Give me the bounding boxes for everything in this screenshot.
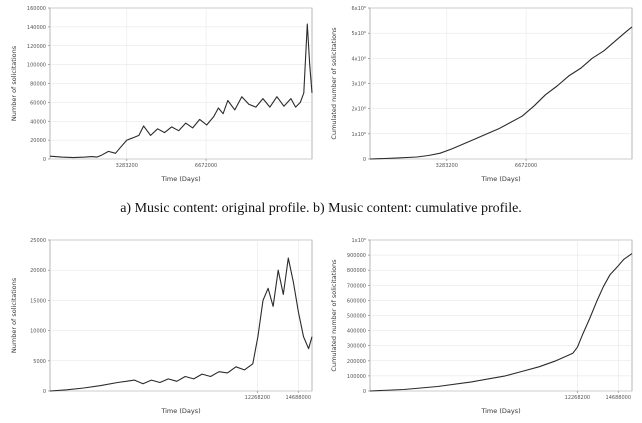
x-axis-label: Time (Days) (160, 407, 200, 415)
x-tick-label: 6672000 (195, 163, 217, 169)
y-tick-label: 5x10⁶ (351, 31, 366, 37)
chart-music-original: 0 20000 40000 60000 80000 100000 120000 140000 1… (8, 4, 318, 189)
y-tick-label: 80000 (30, 82, 46, 88)
chart-music-cumulative-svg: 0 1x10⁶ 2x10⁶ 3x10⁶ 4x10⁶ 5x10⁶ 6x10⁶ 3283200 66… (330, 6, 633, 183)
y-tick-label: 5000 (33, 359, 46, 365)
chart-music-original-svg: 0 20000 40000 60000 80000 100000 120000 140000 1… (10, 6, 313, 183)
y-tick-label: 100000 (347, 374, 366, 380)
x-tick-label: 6672000 (515, 163, 537, 169)
y-tick-label: 120000 (27, 44, 46, 50)
y-tick-label: 160000 (27, 6, 46, 12)
x-tick-label: 14688000 (606, 395, 631, 401)
chart-bottom-cumulative-svg: 0 100000 200000 300000 400000 500000 600000 700… (330, 238, 633, 415)
y-tick-label: 40000 (30, 119, 46, 125)
y-tick-label: 20000 (30, 268, 46, 274)
y-tick-label: 0 (43, 389, 46, 395)
x-axis-label: Time (Days) (480, 407, 520, 415)
x-axis-label: Time (Days) (160, 175, 200, 183)
x-axis-label: Time (Days) (480, 175, 520, 183)
y-tick-label: 600000 (347, 298, 366, 304)
series-line (369, 26, 633, 160)
y-tick-label: 800000 (347, 268, 366, 274)
y-tick-label: 0 (363, 157, 366, 163)
y-tick-label: 900000 (347, 253, 366, 259)
y-tick-label: 300000 (347, 344, 366, 350)
series-line (369, 253, 633, 392)
chart-bottom-original: 0 5000 10000 15000 20000 25000 12268200 1468800… (8, 236, 318, 421)
y-tick-label: 20000 (30, 138, 46, 144)
x-tick-label: 3283200 (436, 163, 458, 169)
series-line (49, 23, 313, 159)
y-tick-label: 0 (43, 157, 46, 163)
y-tick-label: 60000 (30, 100, 46, 106)
y-tick-label: 25000 (30, 238, 46, 244)
y-tick-label: 1x10⁶ (351, 132, 366, 138)
y-tick-label: 0 (363, 389, 366, 395)
chart-bottom-original-svg: 0 5000 10000 15000 20000 25000 12268200 1468800… (10, 238, 313, 415)
x-tick-label: 14688000 (286, 395, 311, 401)
y-axis-label: Number of solicitations (10, 277, 18, 353)
y-tick-label: 400000 (347, 329, 366, 335)
y-tick-label: 4x10⁶ (351, 56, 366, 62)
y-tick-label: 15000 (30, 298, 46, 304)
y-axis-label: Number of solicitations (10, 45, 18, 121)
figure-caption: a) Music content: original profile. b) M… (120, 201, 522, 216)
y-tick-label: 2x10⁶ (351, 107, 366, 113)
series-line (49, 257, 313, 392)
y-tick-label: 500000 (347, 314, 366, 320)
chart-music-cumulative: 0 1x10⁶ 2x10⁶ 3x10⁶ 4x10⁶ 5x10⁶ 6x10⁶ 3283200 66… (328, 4, 638, 189)
y-tick-label: 6x10⁶ (351, 6, 366, 12)
chart-bottom-cumulative: 0 100000 200000 300000 400000 500000 600000 700… (328, 236, 638, 421)
plot-frame (49, 239, 313, 392)
y-tick-label: 200000 (347, 359, 366, 365)
y-tick-label: 700000 (347, 283, 366, 289)
y-tick-label: 140000 (27, 25, 46, 31)
y-tick-label: 100000 (27, 63, 46, 69)
x-tick-label: 3283200 (116, 163, 138, 169)
y-tick-label: 10000 (30, 329, 46, 335)
y-axis-label: Cumulated number of solicitations (330, 259, 338, 372)
x-tick-label: 12268200 (245, 395, 270, 401)
y-tick-label: 3x10⁶ (351, 82, 366, 88)
x-tick-label: 12268200 (565, 395, 590, 401)
y-tick-label: 1x10⁶ (351, 238, 366, 244)
y-axis-label: Cumulated number of solicitations (330, 27, 338, 140)
